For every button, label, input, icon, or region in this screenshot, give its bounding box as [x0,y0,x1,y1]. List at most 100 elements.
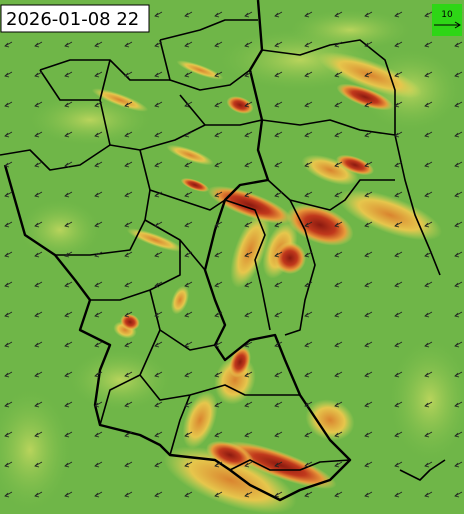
wind-arrow-head [124,162,130,168]
wind-arrow-head [364,342,370,348]
hot-core [274,242,306,274]
wind-arrow-head [4,372,10,378]
wind-arrow-head [424,372,430,378]
wind-arrow-head [274,492,280,498]
wind-arrow-head [184,192,190,198]
light-patch [390,340,464,460]
wind-arrow-head [64,72,70,78]
wind-arrow-head [184,402,190,408]
wind-arrow-head [124,342,130,348]
wind-arrow-head [184,42,190,48]
hot-core [336,83,394,111]
wind-arrow-head [394,372,400,378]
wind-arrow-head [334,102,340,108]
wind-arrow-head [214,402,220,408]
wind-arrow-head [364,42,370,48]
wind-arrow-head [4,432,10,438]
wind-arrow-head [244,192,250,198]
wind-arrow-head [64,432,70,438]
wind-arrow-head [334,72,340,78]
wind-arrow-head [124,402,130,408]
wind-arrow-head [94,222,100,228]
wind-arrow-head [304,342,310,348]
wind-arrow-head [274,72,280,78]
wind-arrow-head [274,222,280,228]
wind-arrow-head [304,12,310,18]
hot-core [286,204,354,246]
hot-core [180,178,210,192]
wind-arrow-head [454,342,460,348]
wind-arrow-head [454,282,460,288]
wind-arrow-head [34,72,40,78]
wind-arrow-head [244,402,250,408]
wind-arrow-head [34,132,40,138]
wind-arrow-head [334,222,340,228]
light-patch [0,390,70,510]
wind-arrow-head [424,102,430,108]
wind-arrow-head [334,342,340,348]
wind-arrow-head [94,72,100,78]
wind-arrow-head [274,372,280,378]
wind-arrow-head [154,12,160,18]
wind-arrow-head [4,222,10,228]
wind-arrow-head [304,102,310,108]
wind-arrow-head [274,462,280,468]
wind-arrow-head [154,192,160,198]
legend: 10 [432,4,462,36]
wind-arrow-head [34,312,40,318]
wind-arrow-head [244,282,250,288]
warm-streak [163,446,297,514]
wind-arrow-head [244,222,250,228]
wind-arrow-head [424,192,430,198]
wind-arrow-head [334,42,340,48]
wind-arrow-head [184,432,190,438]
wind-arrow-head [34,252,40,258]
wind-arrow-head [304,492,310,498]
wind-arrow-head [424,432,430,438]
wind-arrow-head [304,162,310,168]
wind-arrow-head [394,12,400,18]
wind-arrow-head [424,282,430,288]
wind-arrow-head [154,162,160,168]
wind-arrow-head [4,492,10,498]
wind-arrow-head [64,372,70,378]
wind-arrow-head [364,102,370,108]
wind-arrow-head [4,282,10,288]
light-patch [70,350,170,410]
wind-arrow-head [64,102,70,108]
wind-arrow-head [304,132,310,138]
wind-arrow-head [454,462,460,468]
wind-arrow-head [454,162,460,168]
wind-arrow-head [244,12,250,18]
wind-arrows [4,11,463,498]
warm-streak [91,88,149,112]
wind-arrow-head [184,222,190,228]
wind-arrow-head [4,102,10,108]
wind-arrow-head [184,102,190,108]
wind-arrow-head [4,462,10,468]
wind-arrow-head [214,492,220,498]
wind-arrow-head [364,372,370,378]
wind-arrow-head [364,192,370,198]
wind-arrow-head [154,342,160,348]
wind-arrow-head [214,222,220,228]
wind-arrow-head [154,132,160,138]
wind-arrow-head [124,222,130,228]
wind-arrow-head [34,222,40,228]
wind-arrow-head [274,282,280,288]
wind-arrow-head [424,222,430,228]
wind-arrow-head [364,312,370,318]
wind-arrow-head [184,132,190,138]
wind-arrow-head [334,462,340,468]
wind-arrow-head [454,402,460,408]
legend-label: 10 [441,10,453,20]
wind-arrow-head [304,222,310,228]
wind-arrow-head [244,432,250,438]
wind-arrow-head [394,282,400,288]
wind-arrow-head [394,222,400,228]
wind-arrow-head [34,402,40,408]
wind-arrow-head [154,282,160,288]
wind-arrow-head [94,402,100,408]
wind-arrow-head [334,192,340,198]
